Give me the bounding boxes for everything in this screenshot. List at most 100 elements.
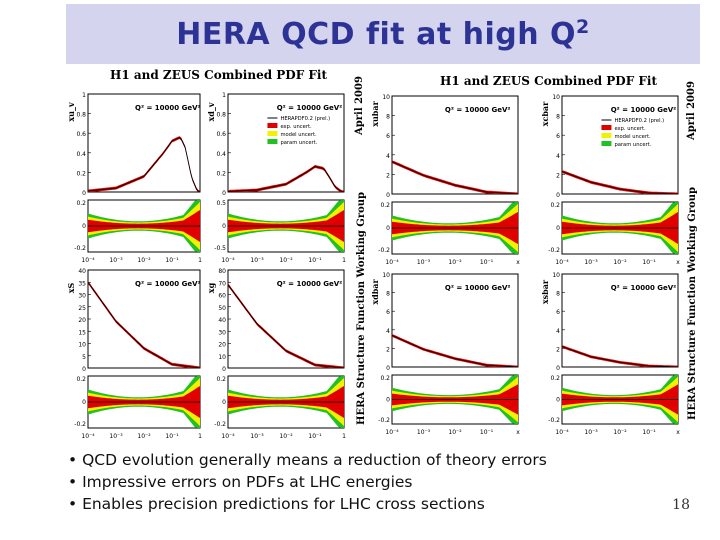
pdf-panel-xS: 0 5 10 15 20 25 30 35 40 xS Q² = 10000 GeV² 0.2 0 -0.… (68, 266, 206, 442)
pdf-panel-xuv: 0 0.2 0.4 0.6 0.8 1 xu_v Q² = 10000 GeV² 0.2 0 -0.… (68, 90, 206, 266)
y-tick-label: 20 (218, 342, 226, 349)
x-tick-label: x (516, 429, 520, 436)
q2-label: Q² = 10000 GeV² (135, 280, 201, 288)
central-curve (391, 161, 519, 195)
y-tick-label: 8 (386, 291, 390, 298)
y-tick-label: 0 (386, 192, 390, 199)
ratio-tick-label: 0.2 (76, 376, 86, 383)
ratio-tick-label: -0.5 (214, 245, 226, 252)
y-tick-label: 0.6 (216, 131, 226, 138)
main-plot-frame (391, 95, 519, 195)
pdf-panel-xdv: 0 0.2 0.4 0.6 0.8 1 xd_v Q² = 10000 GeV² 0.5 0 -0.… (208, 90, 350, 266)
y-tick-label: 6 (386, 309, 390, 316)
x-tick-label: 10⁻⁴ (555, 259, 569, 266)
x-tick-label: 10⁻¹ (642, 429, 656, 436)
ratio-tick-label: 0.2 (380, 375, 390, 382)
legend-label: model uncert. (614, 134, 651, 140)
y-axis-label: xsbar (542, 279, 550, 304)
x-tick-label: 10⁻² (137, 433, 151, 440)
ratio-tick-label: 0.2 (380, 202, 390, 209)
central-curve (391, 334, 519, 368)
x-tick-label: 10⁻¹ (480, 429, 494, 436)
legend-swatch (267, 139, 278, 144)
ratio-tick-label: -0.2 (548, 247, 560, 254)
main-plot-frame (391, 273, 519, 368)
legend-swatch (267, 123, 278, 128)
x-tick-label: 10⁻¹ (165, 257, 179, 264)
ratio-tick-label: 0 (82, 223, 86, 230)
central-curve (87, 282, 201, 369)
legend-label: HERAPDF0.2 (prel.) (280, 116, 330, 122)
y-tick-label: 40 (78, 268, 86, 275)
x-tick-label: 10⁻⁴ (81, 257, 95, 264)
q2-label: Q² = 10000 GeV² (135, 104, 201, 112)
y-tick-label: 8 (556, 114, 560, 121)
y-tick-label: 2 (556, 172, 560, 179)
y-tick-label: 4 (556, 153, 560, 160)
y-axis-label: xd_v (208, 102, 216, 121)
legend-swatch (601, 133, 612, 138)
side-date-label: April 2009 (354, 76, 365, 135)
bullet-item: • Impressive errors on PDFs at LHC energ… (68, 473, 413, 491)
y-tick-label: 6 (556, 133, 560, 140)
x-tick-label: 10⁻² (137, 257, 151, 264)
y-axis-label: xg (208, 282, 216, 293)
y-tick-label: 10 (552, 272, 560, 279)
x-tick-label: x (676, 429, 680, 436)
legend-label: param uncert. (614, 142, 651, 148)
y-tick-label: 2 (556, 346, 560, 353)
y-tick-label: 1 (82, 92, 86, 99)
y-tick-label: 6 (386, 133, 390, 140)
central-curve (227, 284, 345, 369)
ratio-tick-label: 0 (222, 223, 226, 230)
q2-label: Q² = 10000 GeV² (611, 284, 677, 292)
y-tick-label: 15 (78, 329, 86, 336)
legend-swatch (267, 131, 278, 136)
y-tick-label: 30 (218, 329, 226, 336)
ratio-tick-label: 0.2 (550, 202, 560, 209)
y-tick-label: 0.8 (76, 112, 86, 119)
y-tick-label: 0.4 (216, 151, 226, 158)
x-tick-label: 10⁻³ (109, 433, 123, 440)
legend-label: HERAPDF0.2 (prel.) (614, 118, 664, 124)
legend-label: param uncert. (280, 140, 317, 146)
x-tick-label: 10⁻⁴ (81, 433, 95, 440)
ratio-tick-label: 0 (386, 397, 390, 404)
x-tick-label: 10⁻² (448, 259, 462, 266)
q2-label: Q² = 10000 GeV² (611, 106, 677, 114)
ratio-tick-label: -0.2 (214, 421, 226, 428)
x-tick-label: 10⁻² (448, 429, 462, 436)
x-tick-label: x (516, 259, 520, 266)
y-axis-label: xu_v (68, 102, 76, 122)
pdf-panel-xsbar: 0 2 4 6 8 10 xsbar Q² = 10000 GeV² 0.2 0 -0.2 10⁻⁴ 1… (542, 270, 684, 438)
y-tick-label: 8 (386, 114, 390, 121)
y-tick-label: 10 (218, 354, 226, 361)
x-tick-label: 10⁻¹ (480, 259, 494, 266)
y-tick-label: 80 (218, 268, 226, 275)
main-plot-frame (87, 269, 201, 369)
y-tick-label: 10 (382, 272, 390, 279)
x-tick-label: 10⁻² (613, 429, 627, 436)
y-tick-label: 0 (82, 190, 86, 197)
y-axis-label: xcbar (542, 101, 550, 126)
x-tick-label: x (676, 259, 680, 266)
y-tick-label: 1 (222, 92, 226, 99)
side-group-label-right: HERA Structure Function Working Group (687, 186, 698, 420)
legend-swatch (601, 141, 612, 146)
legend-label: exp. uncert. (614, 126, 646, 132)
slide-title: HERA QCD fit at high Q2 (176, 16, 590, 52)
ratio-tick-label: 0.2 (76, 200, 86, 207)
bullet-item: • QCD evolution generally means a reduct… (68, 451, 547, 469)
y-tick-label: 10 (78, 342, 86, 349)
x-tick-label: 1 (342, 433, 346, 440)
y-tick-label: 4 (386, 153, 390, 160)
y-tick-label: 10 (382, 94, 390, 101)
y-tick-label: 4 (386, 328, 390, 335)
y-tick-label: 70 (218, 280, 226, 287)
side-date-label-right: April 2009 (686, 81, 697, 140)
x-tick-label: 10⁻² (279, 433, 293, 440)
x-tick-label: 10⁻³ (417, 429, 431, 436)
x-tick-label: 10⁻³ (584, 259, 598, 266)
ratio-tick-label: -0.2 (378, 417, 390, 424)
y-tick-label: 0 (222, 366, 226, 373)
